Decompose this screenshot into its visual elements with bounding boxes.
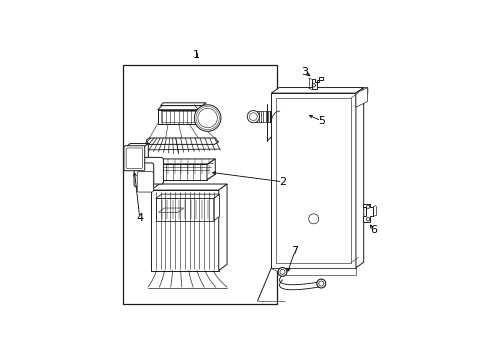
Text: 1: 1 — [193, 50, 200, 60]
Text: 7: 7 — [291, 246, 298, 256]
Polygon shape — [362, 204, 373, 222]
Polygon shape — [199, 105, 203, 123]
Text: 3: 3 — [301, 67, 307, 77]
Polygon shape — [156, 198, 213, 221]
Polygon shape — [355, 87, 367, 107]
Polygon shape — [160, 103, 206, 105]
Polygon shape — [146, 138, 218, 144]
Polygon shape — [271, 93, 355, 268]
Polygon shape — [156, 194, 219, 198]
Polygon shape — [150, 190, 218, 270]
Polygon shape — [158, 105, 203, 110]
Text: 2: 2 — [278, 177, 285, 187]
FancyBboxPatch shape — [137, 172, 153, 192]
FancyBboxPatch shape — [141, 157, 163, 184]
Polygon shape — [153, 174, 215, 180]
Polygon shape — [355, 87, 367, 102]
Circle shape — [247, 111, 259, 123]
Polygon shape — [271, 268, 355, 275]
Polygon shape — [271, 87, 363, 93]
Circle shape — [316, 279, 325, 288]
Polygon shape — [218, 184, 226, 270]
Polygon shape — [125, 144, 148, 147]
Polygon shape — [206, 159, 215, 180]
FancyBboxPatch shape — [134, 163, 153, 187]
Polygon shape — [153, 165, 206, 180]
Circle shape — [194, 105, 221, 131]
Text: 4: 4 — [136, 213, 143, 223]
Circle shape — [198, 108, 217, 128]
FancyBboxPatch shape — [123, 146, 144, 171]
Circle shape — [278, 267, 286, 276]
Text: 5: 5 — [317, 116, 324, 126]
Polygon shape — [158, 110, 199, 123]
Polygon shape — [153, 159, 215, 165]
Polygon shape — [355, 87, 363, 268]
Polygon shape — [213, 194, 219, 221]
Polygon shape — [143, 144, 148, 169]
Polygon shape — [311, 77, 322, 90]
Text: 6: 6 — [370, 225, 377, 235]
Polygon shape — [150, 184, 226, 190]
Bar — [123, 66, 276, 304]
